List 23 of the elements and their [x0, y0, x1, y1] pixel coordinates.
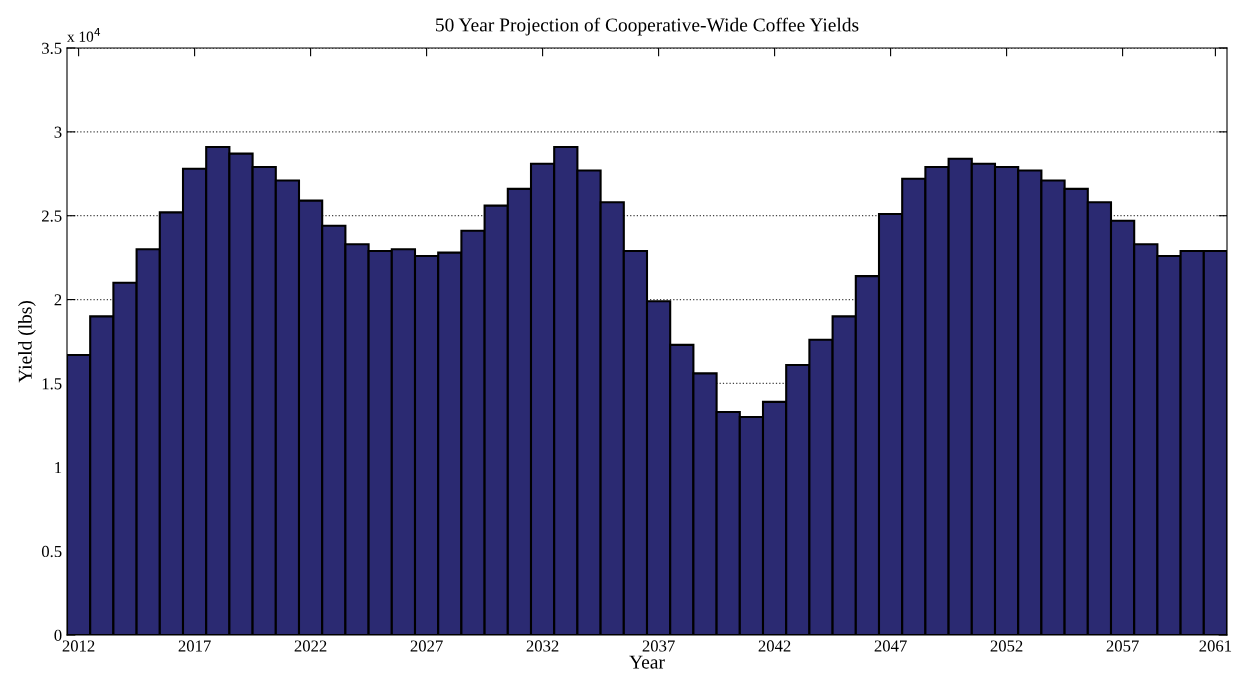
- x-tick-label: 2061: [1199, 640, 1232, 652]
- x-tick-label: 2047: [874, 640, 907, 652]
- y-tick-label: 2.5: [42, 210, 62, 222]
- x-tick-label: 2042: [758, 640, 791, 652]
- y-tick-label: 3.5: [42, 42, 62, 55]
- x-tick-label: 2012: [62, 640, 95, 652]
- y-tick-label: 0: [54, 629, 62, 641]
- y-tick-label: 0.5: [41, 545, 62, 558]
- x-tick-label: 2052: [990, 640, 1023, 652]
- x-tick-label: 2017: [178, 640, 211, 652]
- y-axis-title: Yield (lbs): [18, 301, 36, 383]
- y-tick-label: 2: [54, 294, 62, 306]
- chart-title: 50 Year Projection of Cooperative-Wide Coffee Yields: [436, 17, 859, 36]
- text: x 10$^{4}$: [67, 28, 101, 42]
- y-tick-label: 1.5: [42, 378, 62, 390]
- x-tick-label: 2032: [526, 640, 559, 652]
- x-axis-title: Year: [629, 655, 665, 669]
- y-tick-label: 1: [55, 462, 62, 474]
- x-tick-label: 2057: [1106, 640, 1139, 652]
- x-tick-label: 2037: [642, 640, 675, 652]
- x-tick-label: 2022: [294, 640, 327, 652]
- x-tick-label: 2027: [410, 640, 443, 652]
- y-tick-label: 3: [54, 126, 62, 138]
